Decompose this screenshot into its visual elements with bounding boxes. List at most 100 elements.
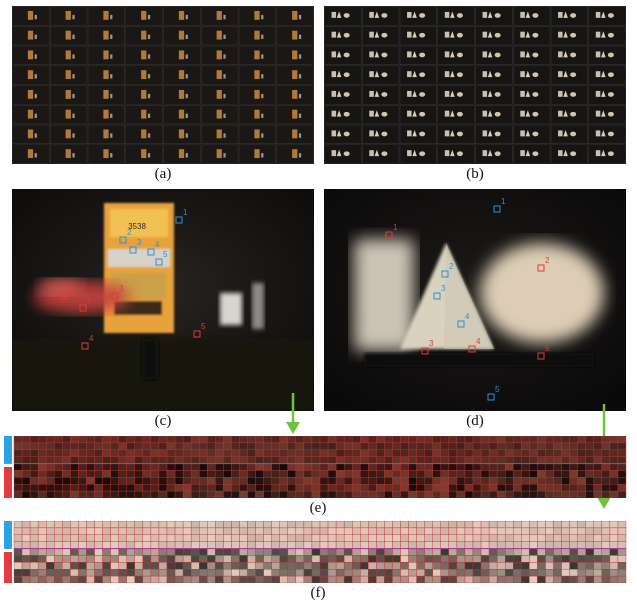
- thumbnail: [362, 26, 400, 46]
- thumbnail: [276, 105, 314, 125]
- thumbnail: [238, 124, 276, 144]
- thumbnail: [513, 26, 551, 46]
- thumbnail: [513, 124, 551, 144]
- thumbnail: [437, 85, 475, 105]
- thumbnail: [550, 105, 588, 125]
- thumbnail: [362, 144, 400, 164]
- thumbnail: [125, 124, 163, 144]
- scene-c: 3538 1 2 3 4 5: [12, 189, 314, 411]
- red-marker-3: 3: [421, 339, 434, 355]
- thumbnail: [87, 144, 125, 164]
- red-marker-1: 1: [60, 284, 73, 300]
- thumbnail: [550, 144, 588, 164]
- thumbnail: [475, 105, 513, 125]
- thumbnail: [50, 105, 88, 125]
- thumbnail: [87, 105, 125, 125]
- caption-b: (b): [466, 166, 484, 182]
- blue-marker-3: 3: [129, 238, 142, 254]
- svg-text:4: 4: [155, 240, 160, 249]
- thumbnail: [50, 26, 88, 46]
- angular-matrix-f: [4, 521, 627, 583]
- panel-a: [12, 6, 314, 164]
- blue-marker-5: 5: [155, 250, 168, 266]
- blue-marker-1: 1: [175, 208, 188, 224]
- thumbnail: [362, 124, 400, 144]
- svg-text:2: 2: [127, 228, 132, 237]
- thumbnail: [50, 85, 88, 105]
- thumbnail: [513, 144, 551, 164]
- angular-matrix-e: [4, 436, 627, 498]
- thumbnail: [12, 6, 50, 26]
- svg-text:3: 3: [441, 284, 446, 293]
- red-marker-1: 1: [385, 223, 398, 239]
- thumbnail: [276, 144, 314, 164]
- thumbnail: [125, 105, 163, 125]
- thumbnail: [475, 45, 513, 65]
- red-marker-4: 4: [468, 337, 481, 353]
- panel-e: [4, 436, 634, 498]
- thumbnail: [201, 85, 239, 105]
- thumbnail: [324, 6, 362, 26]
- thumbnail: [125, 144, 163, 164]
- thumbnail: [12, 65, 50, 85]
- svg-text:2: 2: [545, 256, 550, 265]
- thumbnail: [362, 105, 400, 125]
- thumbnail-grid-a: [12, 6, 314, 164]
- thumbnail: [163, 6, 201, 26]
- thumbnail: [87, 6, 125, 26]
- thumbnail: [238, 65, 276, 85]
- thumbnail: [87, 85, 125, 105]
- thumbnail: [201, 144, 239, 164]
- thumbnail: [588, 85, 626, 105]
- blue-marker-4: 4: [457, 312, 470, 328]
- thumbnail: [475, 26, 513, 46]
- thumbnail: [238, 105, 276, 125]
- thumbnail: [87, 124, 125, 144]
- thumbnail: [12, 45, 50, 65]
- thumbnail: [588, 124, 626, 144]
- thumbnail: [550, 26, 588, 46]
- svg-text:2: 2: [449, 262, 454, 271]
- thumbnail: [324, 105, 362, 125]
- thumbnail: [437, 65, 475, 85]
- thumbnail: [50, 45, 88, 65]
- thumbnail: [12, 144, 50, 164]
- thumbnail: [513, 105, 551, 125]
- thumbnail: [125, 6, 163, 26]
- thumbnail: [87, 45, 125, 65]
- caption-a: (a): [154, 166, 172, 182]
- thumbnail: [324, 26, 362, 46]
- thumbnail: [276, 26, 314, 46]
- thumbnail: [276, 65, 314, 85]
- thumbnail: [87, 65, 125, 85]
- thumbnail: [125, 26, 163, 46]
- caption-d: (d): [466, 413, 484, 429]
- thumbnail: [399, 85, 437, 105]
- thumbnail: [324, 65, 362, 85]
- svg-text:3: 3: [429, 339, 434, 348]
- thumbnail: [362, 45, 400, 65]
- thumbnail: [163, 26, 201, 46]
- thumbnail: [125, 65, 163, 85]
- panel-c: 3538 1 2 3 4 5: [12, 189, 314, 411]
- svg-text:4: 4: [89, 334, 94, 343]
- thumbnail: [513, 6, 551, 26]
- thumbnail: [550, 124, 588, 144]
- thumbnail: [324, 45, 362, 65]
- svg-text:2: 2: [87, 296, 92, 305]
- thumbnail: [437, 45, 475, 65]
- red-marker-3: 3: [111, 284, 124, 300]
- svg-text:5: 5: [545, 344, 550, 353]
- thumbnail: [437, 26, 475, 46]
- thumbnail: [324, 144, 362, 164]
- thumbnail: [276, 124, 314, 144]
- thumbnail: [550, 85, 588, 105]
- thumbnail: [238, 144, 276, 164]
- thumbnail: [475, 6, 513, 26]
- thumbnail: [399, 6, 437, 26]
- svg-text:3: 3: [137, 238, 142, 247]
- thumbnail: [399, 65, 437, 85]
- thumbnail: [588, 26, 626, 46]
- caption-c: (c): [154, 413, 172, 429]
